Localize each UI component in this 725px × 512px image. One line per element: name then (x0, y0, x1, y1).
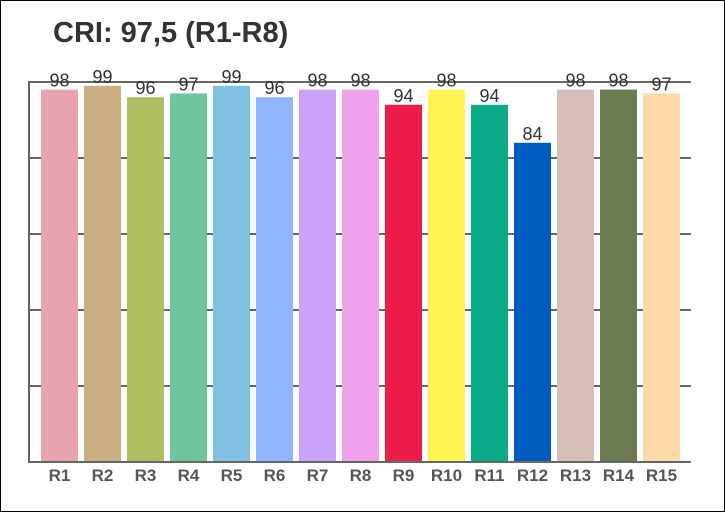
bar-R9 (385, 104, 422, 463)
data-label: 98 (350, 71, 370, 91)
x-tick-label: R15 (646, 466, 677, 485)
data-label: 94 (393, 86, 413, 106)
x-tick-label: R4 (178, 466, 200, 485)
x-tick-label: R1 (49, 466, 71, 485)
data-label: 84 (522, 124, 542, 144)
data-label: 96 (135, 78, 155, 98)
data-label: 94 (479, 86, 499, 106)
data-label: 97 (178, 74, 198, 94)
bar-R14 (600, 89, 637, 462)
x-tick-label: R11 (474, 466, 504, 485)
bar-R11 (471, 104, 508, 463)
bar-R5 (213, 85, 250, 463)
data-label: 97 (651, 74, 671, 94)
x-tick-label: R7 (307, 466, 329, 485)
data-label: 98 (307, 71, 327, 91)
x-tick-label: R2 (92, 466, 114, 485)
bar-R2 (84, 85, 121, 463)
bar-R13 (557, 89, 594, 462)
bar-R7 (299, 89, 336, 462)
x-tick-label: R9 (393, 466, 415, 485)
data-label: 99 (221, 67, 241, 87)
data-label: 98 (608, 71, 628, 91)
x-tick-label: R14 (603, 466, 635, 485)
data-label: 96 (264, 78, 284, 98)
data-label: 98 (565, 71, 585, 91)
x-tick-label: R13 (560, 466, 591, 485)
bar-R1 (41, 89, 78, 462)
bar-R8 (342, 89, 379, 462)
data-label: 98 (436, 71, 456, 91)
x-tick-label: R3 (135, 466, 157, 485)
data-label: 99 (92, 67, 112, 87)
x-tick-label: R8 (350, 466, 372, 485)
bar-R6 (256, 97, 293, 462)
bar-R3 (127, 97, 164, 462)
data-label: 98 (49, 71, 69, 91)
bar-R12 (514, 142, 551, 463)
x-tick-label: R12 (517, 466, 548, 485)
x-tick-label: R5 (221, 466, 243, 485)
bar-R10 (428, 89, 465, 462)
bar-R4 (170, 93, 207, 463)
bar-R15 (643, 93, 680, 463)
x-tick-label: R6 (264, 466, 286, 485)
chart-title: CRI: 97,5 (R1-R8) (53, 17, 289, 49)
x-tick-label: R10 (431, 466, 462, 485)
